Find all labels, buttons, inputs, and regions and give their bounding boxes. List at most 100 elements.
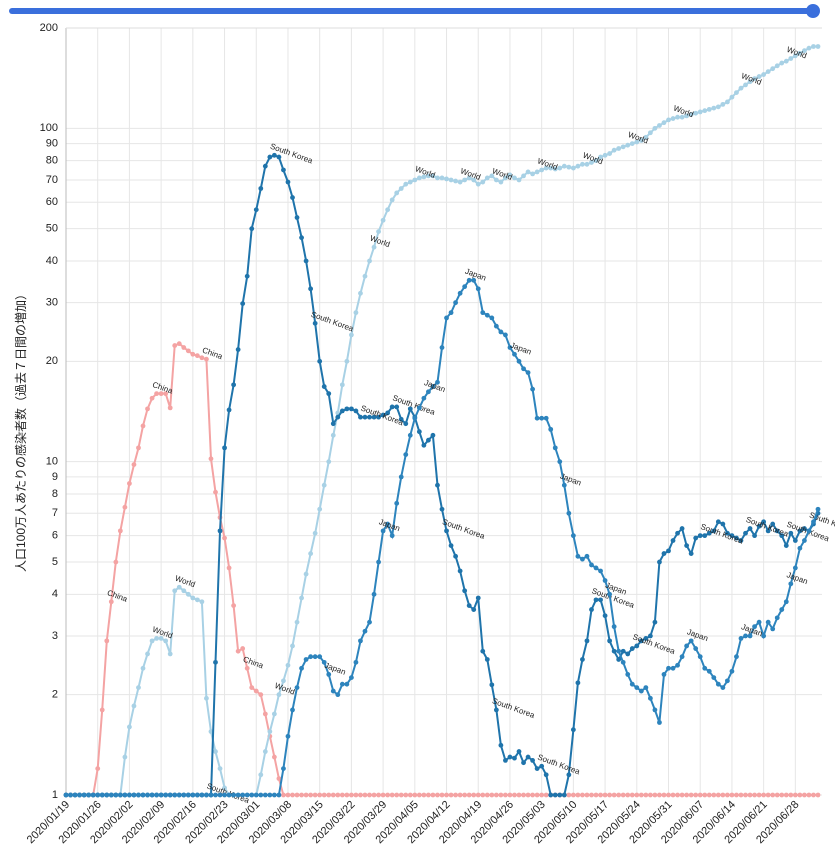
data-point bbox=[244, 665, 250, 671]
data-point bbox=[802, 526, 807, 531]
data-point bbox=[380, 217, 386, 223]
data-point bbox=[317, 792, 323, 798]
data-point bbox=[471, 792, 477, 798]
data-point bbox=[185, 591, 191, 597]
data-point bbox=[158, 391, 164, 397]
data-point bbox=[743, 792, 748, 798]
data-point bbox=[321, 792, 327, 798]
data-point bbox=[294, 619, 300, 625]
range-slider-handle[interactable] bbox=[806, 4, 820, 18]
data-point bbox=[752, 533, 757, 539]
data-point bbox=[394, 792, 400, 798]
data-point bbox=[552, 166, 558, 172]
data-point bbox=[466, 175, 472, 181]
data-point bbox=[99, 792, 105, 798]
data-point bbox=[657, 559, 662, 565]
data-point bbox=[552, 445, 558, 451]
data-point bbox=[308, 654, 314, 660]
data-point bbox=[380, 528, 386, 534]
data-point bbox=[258, 186, 264, 191]
data-point bbox=[724, 678, 730, 684]
data-point bbox=[407, 432, 413, 438]
data-point bbox=[240, 301, 246, 307]
data-point bbox=[521, 760, 526, 766]
data-point bbox=[706, 530, 712, 536]
data-point bbox=[797, 545, 803, 551]
data-point bbox=[675, 114, 680, 120]
data-point bbox=[779, 607, 785, 612]
data-point bbox=[575, 163, 581, 169]
data-point bbox=[503, 332, 508, 338]
data-point bbox=[326, 459, 332, 465]
data-point bbox=[312, 654, 318, 660]
data-point bbox=[385, 521, 391, 527]
data-point bbox=[747, 633, 753, 639]
data-point bbox=[557, 792, 563, 798]
data-point bbox=[389, 404, 395, 410]
data-point bbox=[534, 792, 540, 798]
data-point bbox=[788, 56, 794, 61]
data-point bbox=[122, 754, 128, 760]
data-point bbox=[131, 792, 137, 798]
data-point bbox=[675, 792, 680, 798]
series: JapanJapanJapanJapanJapanJapanJapanJapan… bbox=[63, 267, 821, 798]
data-point bbox=[543, 165, 549, 171]
data-point bbox=[702, 792, 708, 798]
data-point bbox=[416, 792, 422, 798]
data-point bbox=[661, 792, 667, 798]
data-point bbox=[416, 429, 422, 435]
data-point bbox=[127, 724, 132, 730]
data-point bbox=[638, 688, 644, 694]
data-point bbox=[367, 258, 372, 264]
data-point bbox=[697, 654, 703, 660]
data-point bbox=[475, 181, 481, 187]
data-point bbox=[358, 792, 363, 798]
data-point bbox=[344, 681, 350, 687]
data-point bbox=[507, 754, 513, 760]
data-point bbox=[570, 533, 576, 539]
data-point bbox=[752, 624, 757, 630]
data-point bbox=[439, 345, 445, 350]
data-point bbox=[81, 792, 87, 798]
data-point bbox=[199, 355, 205, 361]
data-point bbox=[657, 720, 662, 725]
data-point bbox=[312, 792, 318, 798]
data-point bbox=[448, 543, 454, 549]
data-point bbox=[684, 792, 690, 798]
data-point bbox=[503, 757, 508, 763]
data-point bbox=[108, 792, 114, 798]
data-point bbox=[303, 258, 309, 264]
data-point bbox=[276, 692, 282, 698]
data-point bbox=[534, 766, 540, 772]
data-point bbox=[453, 792, 458, 798]
data-point bbox=[267, 792, 273, 798]
data-point bbox=[806, 792, 812, 798]
data-point bbox=[507, 792, 513, 798]
data-point bbox=[457, 792, 463, 798]
data-point bbox=[398, 186, 404, 191]
data-point bbox=[792, 538, 798, 543]
data-point bbox=[548, 426, 554, 432]
data-point bbox=[756, 792, 762, 798]
data-point bbox=[811, 519, 816, 525]
data-point bbox=[634, 139, 640, 145]
data-point bbox=[435, 482, 440, 488]
data-point bbox=[670, 116, 676, 121]
data-point bbox=[743, 530, 748, 536]
data-point bbox=[163, 792, 169, 798]
data-point bbox=[475, 792, 481, 798]
data-point bbox=[136, 792, 141, 798]
data-point bbox=[525, 370, 531, 376]
data-point bbox=[647, 695, 653, 701]
data-point bbox=[589, 792, 594, 798]
data-point bbox=[371, 244, 377, 250]
data-point bbox=[117, 792, 123, 798]
data-point bbox=[299, 595, 304, 601]
data-point bbox=[457, 568, 463, 574]
data-point bbox=[122, 504, 128, 510]
data-point bbox=[439, 792, 445, 798]
data-point bbox=[421, 395, 427, 401]
data-point bbox=[697, 533, 703, 539]
data-point bbox=[570, 792, 576, 798]
